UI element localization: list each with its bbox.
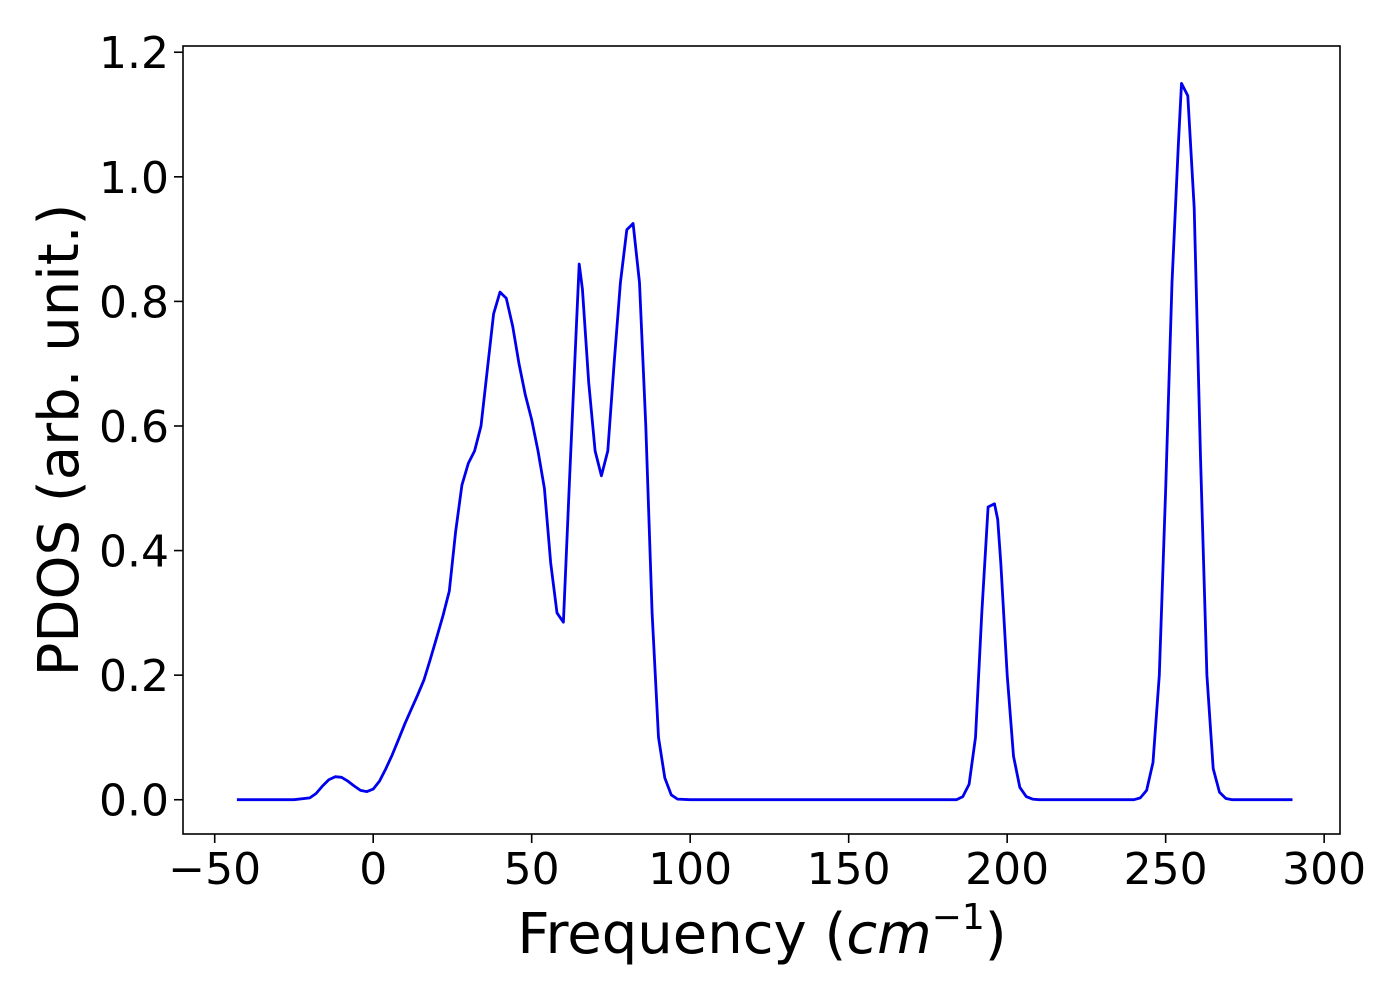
y-tick-label: 0.4 — [99, 527, 169, 578]
y-tick-label: 1.2 — [99, 28, 169, 79]
plot-frame — [182, 45, 1341, 835]
x-tick-label: 100 — [648, 844, 732, 895]
x-tick-label: 250 — [1124, 844, 1208, 895]
x-axis-label: Frequency (cm−1) — [517, 897, 1006, 967]
x-tick-label: 300 — [1282, 844, 1366, 895]
y-tick-label: 0.8 — [99, 277, 169, 328]
x-tick-label: 200 — [965, 844, 1049, 895]
y-axis-label: PDOS (arb. unit.) — [27, 204, 92, 677]
x-axis: −50 0 50 100 150 200 250 300 — [168, 834, 1366, 895]
x-tick-label: 150 — [807, 844, 891, 895]
x-tick-label: 50 — [504, 844, 560, 895]
y-tick-label: 1.0 — [99, 153, 169, 204]
x-tick-label: 0 — [359, 844, 387, 895]
x-tick-label: −50 — [168, 844, 261, 895]
y-axis: 0.0 0.2 0.4 0.6 0.8 1.0 1.2 — [99, 28, 183, 827]
y-tick-label: 0.2 — [99, 651, 169, 702]
pdos-series-line — [236, 82, 1293, 802]
y-tick-label: 0.6 — [99, 402, 169, 453]
y-tick-label: 0.0 — [99, 776, 169, 827]
